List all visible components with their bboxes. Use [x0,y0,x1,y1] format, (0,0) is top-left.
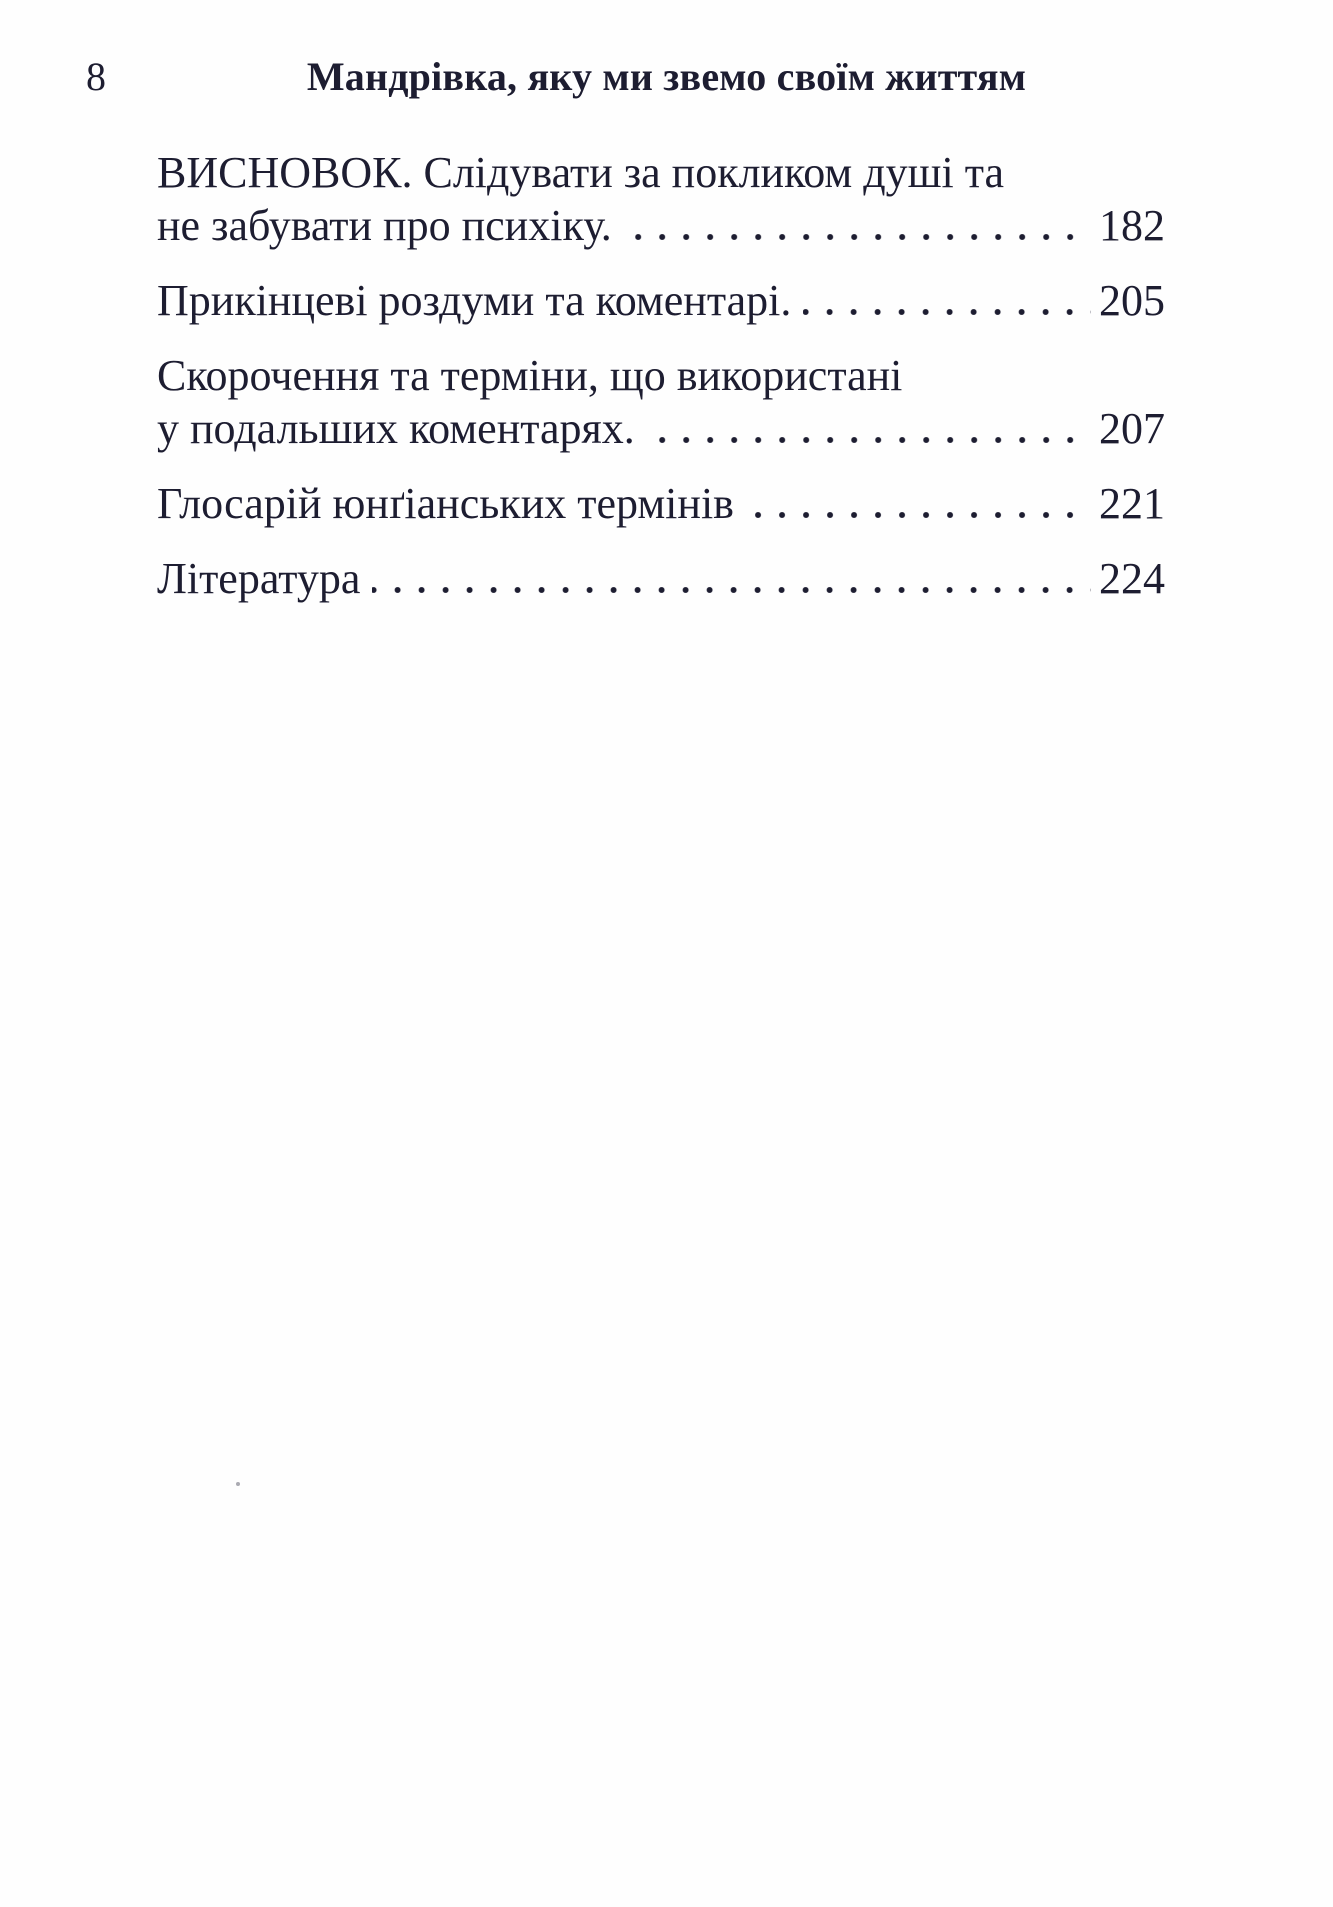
toc-entry-label: не забувати про психіку. [157,201,612,250]
toc-entry-line-2: не забувати про психіку. 182 [157,199,1165,252]
toc-entry-label: Глосарій юнґіанських термінів [157,479,734,528]
dot-leader [623,199,1093,252]
running-header: 8 Мандрівка, яку ми звемо своїм життям [0,54,1333,104]
toc-entry-glossary: Глосарій юнґіанських термінів 221 [157,477,1165,530]
toc-entry-label: Література [157,554,361,603]
toc-entry-literature: Література 224 [157,552,1165,605]
toc-entry-page-number: 205 [1099,276,1165,325]
dot-leader [745,477,1093,530]
dot-leader [803,274,1093,327]
toc-entry-line-1: Скорочення та терміни, що використані [157,351,903,400]
table-of-contents: ВИСНОВОК. Слідувати за покликом душі та … [157,146,1165,627]
toc-entry-line: Література 224 [157,552,1165,605]
toc-entry-line: Глосарій юнґіанських термінів 221 [157,477,1165,530]
toc-entry-page-number: 182 [1099,201,1165,250]
dot-leader [646,402,1093,455]
toc-entry-line: Прикінцеві роздуми та коментарі. 205 [157,274,1165,327]
dot-leader [372,552,1093,605]
toc-entry-page-number: 221 [1099,479,1165,528]
toc-entry-page-number: 224 [1099,554,1165,603]
folio-page-number: 8 [86,54,106,99]
running-head-title: Мандрівка, яку ми звемо своїм життям [306,54,1027,99]
toc-entry-page-number: 207 [1099,404,1165,453]
toc-entry-line-1: ВИСНОВОК. Слідувати за покликом душі та [157,148,1005,197]
toc-entry-abbreviations: Скорочення та терміни, що використані у … [157,349,1165,455]
toc-entry-final-thoughts: Прикінцеві роздуми та коментарі. 205 [157,274,1165,327]
toc-entry-conclusion: ВИСНОВОК. Слідувати за покликом душі та … [157,146,1165,252]
toc-entry-line-2: у подальших коментарях. 207 [157,402,1165,455]
toc-entry-label: Прикінцеві роздуми та коментарі. [157,276,792,325]
toc-entry-label: у подальших коментарях. [157,404,635,453]
scan-speck [236,1482,240,1486]
